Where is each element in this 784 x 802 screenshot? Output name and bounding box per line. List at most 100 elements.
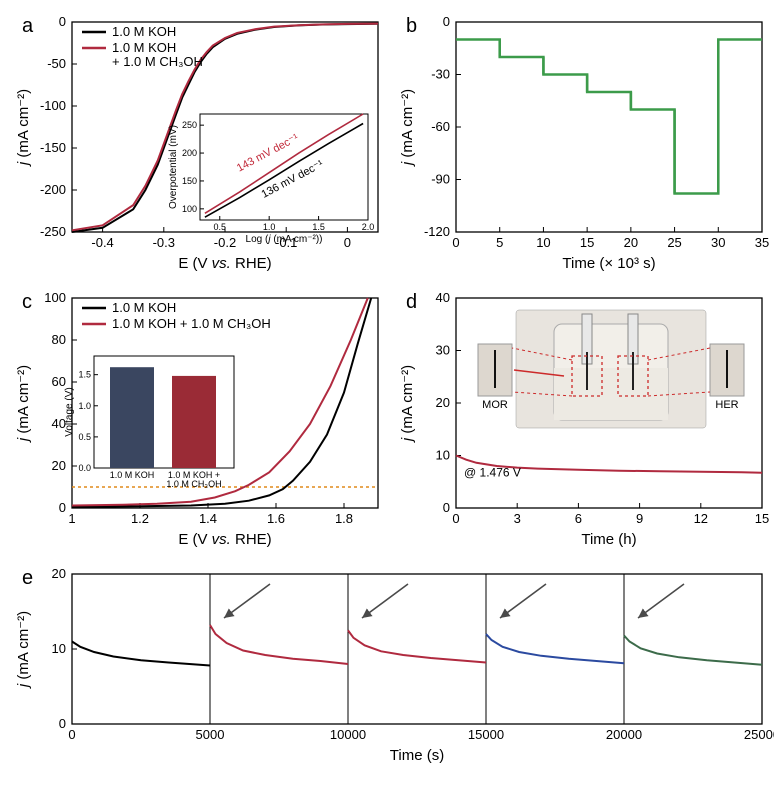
panel-c-svg: c11.21.41.61.8020406080100E (V vs. RHE)j… (10, 286, 390, 556)
svg-text:20: 20 (624, 235, 638, 250)
svg-text:1.4: 1.4 (199, 511, 217, 526)
svg-text:d: d (406, 291, 417, 313)
svg-text:0.5: 0.5 (78, 432, 91, 442)
svg-text:j (mA cm⁻²): j (mA cm⁻²) (399, 89, 416, 167)
svg-text:0: 0 (68, 727, 75, 742)
svg-text:Time (× 10³ s): Time (× 10³ s) (562, 255, 655, 272)
svg-text:Time (s): Time (s) (390, 747, 444, 764)
svg-text:60: 60 (52, 374, 66, 389)
svg-text:80: 80 (52, 332, 66, 347)
svg-text:-120: -120 (424, 224, 450, 239)
svg-text:-100: -100 (40, 98, 66, 113)
svg-text:0: 0 (59, 716, 66, 731)
panel-e-svg: e050001000015000200002500001020Time (s)j… (10, 562, 774, 772)
svg-text:250: 250 (182, 120, 197, 130)
panel-b: b 0 5 10 15 20 25 30 35 -120 -90 -60 -30 0 Time (× 10³… (394, 10, 774, 280)
svg-text:35: 35 (755, 235, 769, 250)
svg-text:10: 10 (536, 235, 550, 250)
svg-text:1.5: 1.5 (78, 370, 91, 380)
svg-text:0: 0 (452, 235, 459, 250)
svg-text:15: 15 (755, 511, 769, 526)
svg-text:15: 15 (580, 235, 594, 250)
svg-text:E (V vs. RHE): E (V vs. RHE) (178, 255, 271, 272)
svg-text:Voltage (V): Voltage (V) (64, 387, 75, 436)
panel-e: e050001000015000200002500001020Time (s)j… (10, 562, 774, 772)
svg-text:+ 1.0 M CH₃OH: + 1.0 M CH₃OH (112, 54, 203, 69)
svg-text:150: 150 (182, 176, 197, 186)
svg-text:E (V vs. RHE): E (V vs. RHE) (178, 531, 271, 548)
svg-text:10: 10 (436, 448, 450, 463)
svg-text:30: 30 (711, 235, 725, 250)
svg-text:0: 0 (443, 500, 450, 515)
svg-text:9: 9 (636, 511, 643, 526)
svg-text:-0.4: -0.4 (91, 235, 113, 250)
svg-text:5000: 5000 (196, 727, 225, 742)
svg-text:1.0 M KOH: 1.0 M KOH (112, 300, 176, 315)
svg-text:0.5: 0.5 (214, 222, 227, 232)
svg-text:j (mA cm⁻²): j (mA cm⁻²) (15, 89, 32, 167)
svg-text:100: 100 (182, 204, 197, 214)
svg-text:5: 5 (496, 235, 503, 250)
svg-text:-250: -250 (40, 224, 66, 239)
svg-text:e: e (22, 567, 33, 589)
panel-a-svg: a-0.4-0.3-0.2-0.10-250-200-150-100-500E … (10, 10, 390, 280)
svg-text:j (mA cm⁻²): j (mA cm⁻²) (15, 365, 32, 443)
svg-text:j (mA cm⁻²): j (mA cm⁻²) (15, 611, 32, 689)
svg-text:-60: -60 (431, 119, 450, 134)
svg-text:3: 3 (514, 511, 521, 526)
svg-text:1.0 M KOH: 1.0 M KOH (112, 24, 176, 39)
panel-a: a-0.4-0.3-0.2-0.10-250-200-150-100-500E … (10, 10, 390, 280)
svg-text:1.0 M KOH + 1.0 M CH₃OH: 1.0 M KOH + 1.0 M CH₃OH (112, 316, 271, 331)
svg-text:20: 20 (436, 395, 450, 410)
svg-text:1.6: 1.6 (267, 511, 285, 526)
panel-c: c11.21.41.61.8020406080100E (V vs. RHE)j… (10, 286, 390, 556)
svg-text:-0.2: -0.2 (214, 235, 236, 250)
svg-text:15000: 15000 (468, 727, 504, 742)
svg-text:200: 200 (182, 148, 197, 158)
svg-text:@ 1.476 V: @ 1.476 V (464, 466, 521, 480)
svg-text:0: 0 (59, 500, 66, 515)
svg-text:1.0 M KOH: 1.0 M KOH (112, 40, 176, 55)
svg-text:j (mA cm⁻²): j (mA cm⁻²) (399, 365, 416, 443)
svg-text:1.0 M KOH: 1.0 M KOH (110, 470, 155, 480)
svg-text:1.0: 1.0 (78, 401, 91, 411)
svg-text:0: 0 (452, 511, 459, 526)
svg-text:Log (j (mA cm⁻²)): Log (j (mA cm⁻²)) (246, 234, 323, 245)
svg-text:1.0 M CH₃OH: 1.0 M CH₃OH (166, 479, 221, 489)
svg-text:-30: -30 (431, 67, 450, 82)
svg-text:MOR: MOR (482, 399, 508, 411)
svg-text:Time (h): Time (h) (581, 531, 636, 548)
svg-text:b: b (406, 15, 417, 37)
svg-text:20: 20 (52, 458, 66, 473)
svg-text:0: 0 (344, 235, 351, 250)
svg-text:25: 25 (667, 235, 681, 250)
svg-text:0: 0 (443, 14, 450, 29)
svg-text:HER: HER (715, 399, 738, 411)
svg-text:Overpotential (mV): Overpotential (mV) (168, 125, 179, 209)
svg-text:30: 30 (436, 343, 450, 358)
svg-text:-50: -50 (47, 56, 66, 71)
panel-d-svg: d 0 3 6 9 12 15 0 10 20 30 40 Time (h) j (mA cm⁻²) MOR… (394, 286, 774, 556)
svg-text:-90: -90 (431, 172, 450, 187)
svg-text:20000: 20000 (606, 727, 642, 742)
svg-text:-0.3: -0.3 (153, 235, 175, 250)
svg-text:40: 40 (436, 290, 450, 305)
svg-text:6: 6 (575, 511, 582, 526)
svg-text:1: 1 (68, 511, 75, 526)
svg-text:-150: -150 (40, 140, 66, 155)
svg-text:0.0: 0.0 (78, 463, 91, 473)
svg-text:100: 100 (44, 290, 66, 305)
svg-text:25000: 25000 (744, 727, 774, 742)
svg-text:a: a (22, 15, 34, 37)
svg-text:1.2: 1.2 (131, 511, 149, 526)
panel-b-svg: b 0 5 10 15 20 25 30 35 -120 -90 -60 -30 0 Time (× 10³… (394, 10, 774, 280)
svg-text:10000: 10000 (330, 727, 366, 742)
svg-text:1.8: 1.8 (335, 511, 353, 526)
svg-text:1.5: 1.5 (312, 222, 325, 232)
svg-text:0: 0 (59, 14, 66, 29)
panel-d: d 0 3 6 9 12 15 0 10 20 30 40 Time (h) j (mA cm⁻²) MOR… (394, 286, 774, 556)
svg-text:12: 12 (694, 511, 708, 526)
svg-text:20: 20 (52, 566, 66, 581)
figure-grid: a-0.4-0.3-0.2-0.10-250-200-150-100-500E … (10, 10, 774, 772)
svg-text:2.0: 2.0 (362, 222, 375, 232)
